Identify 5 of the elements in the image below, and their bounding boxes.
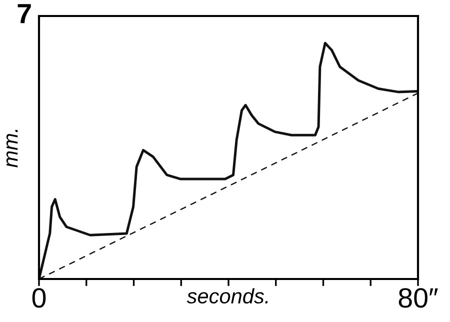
x-axis-title: seconds. — [186, 288, 268, 304]
text: 7 — [18, 4, 31, 24]
y-axis-title: mm. — [6, 130, 18, 168]
x-tick-label: 80″ — [398, 288, 438, 308]
x-tick-label: 0 — [32, 288, 46, 308]
